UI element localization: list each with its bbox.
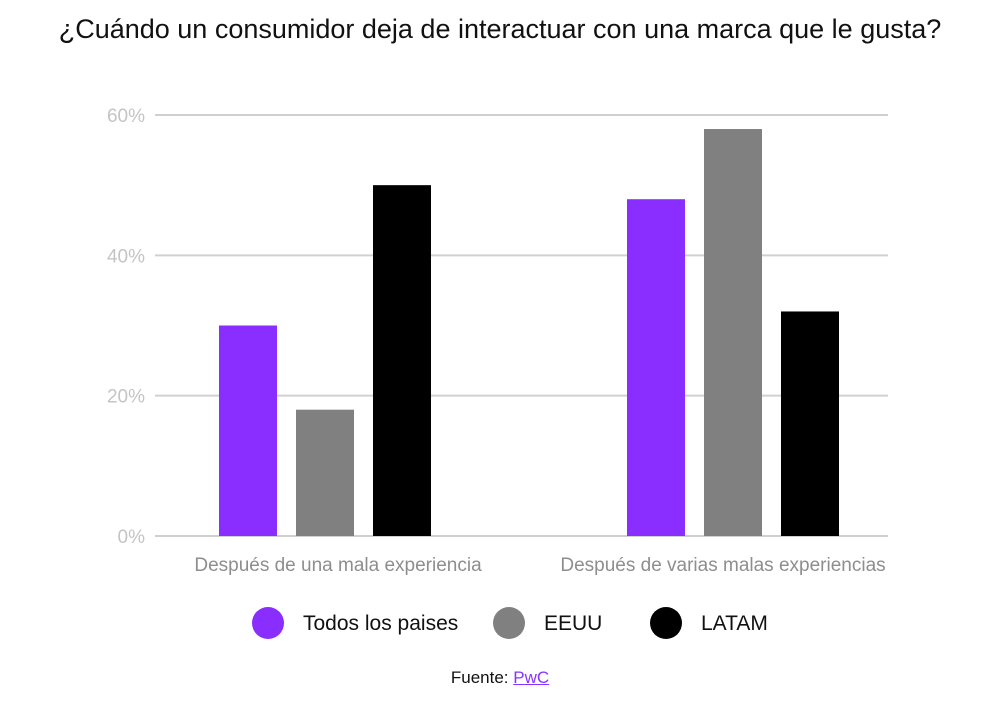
y-tick-label: 60% xyxy=(107,106,145,127)
x-axis-categories: Después de una mala experiencia Después d… xyxy=(194,555,885,576)
legend: Todos los paises EEUU LATAM xyxy=(252,607,768,639)
gridlines xyxy=(155,114,888,537)
legend-label: EEUU xyxy=(544,612,602,635)
source-label: Fuente: xyxy=(450,668,514,687)
x-category-label: Después de varias malas experiencias xyxy=(560,555,885,576)
bar-3-1 xyxy=(373,185,431,536)
y-tick-label: 20% xyxy=(107,387,145,408)
legend-label: LATAM xyxy=(701,612,768,635)
bars xyxy=(219,129,839,537)
bar-1-1 xyxy=(219,325,277,536)
source-link[interactable]: PwC xyxy=(513,668,550,687)
chart-title: ¿Cuándo un consumidor deja de interactua… xyxy=(58,14,942,44)
y-tick-label: 0% xyxy=(118,527,146,548)
bar-1-2 xyxy=(627,199,685,536)
bar-2-1 xyxy=(296,409,354,536)
legend-swatch xyxy=(650,607,682,639)
y-axis-ticks: 0% 20% 40% 60% xyxy=(107,106,145,548)
source-note: Fuente: PwC xyxy=(0,668,1000,688)
legend-swatch xyxy=(493,607,525,639)
bar-3-2 xyxy=(781,311,839,536)
bar-2-2 xyxy=(704,129,762,537)
legend-swatch xyxy=(252,607,284,639)
y-tick-label: 40% xyxy=(107,246,145,267)
legend-label: Todos los paises xyxy=(303,612,458,635)
x-category-label: Después de una mala experiencia xyxy=(194,555,482,576)
